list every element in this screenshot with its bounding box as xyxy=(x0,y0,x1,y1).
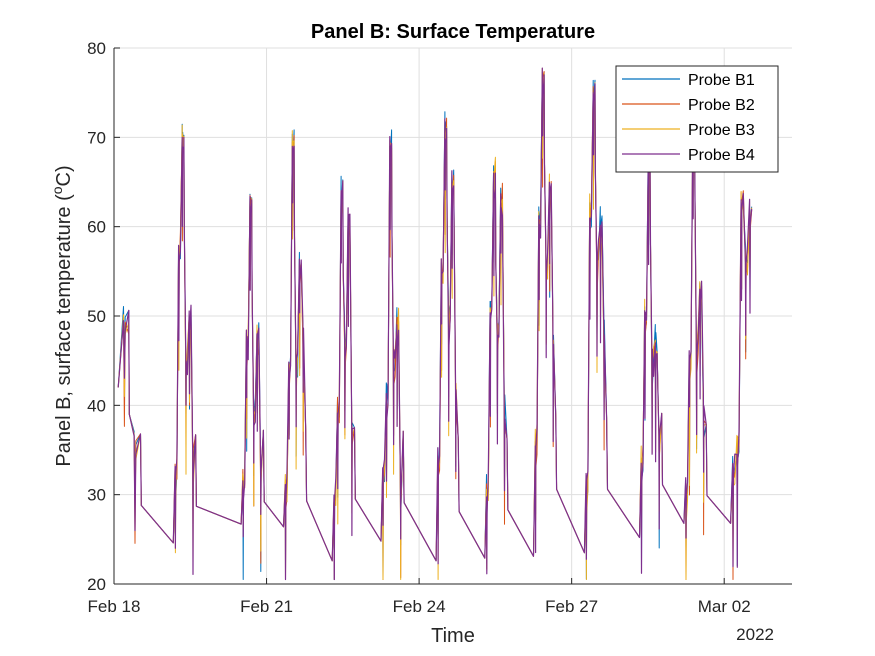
series-layer xyxy=(117,67,753,581)
y-axis-label-part-1: Panel B, surface temperature ( xyxy=(53,194,75,467)
y-axis-label: Panel B, surface temperature (oC) xyxy=(49,165,75,466)
x-tick-label: Mar 02 xyxy=(698,597,751,616)
series-line-probe-b4 xyxy=(117,67,753,581)
legend-label: Probe B3 xyxy=(688,122,755,139)
chart-title: Panel B: Surface Temperature xyxy=(311,21,595,43)
x-ticks: Feb 18 Feb 21 Feb 24 Feb 27 Mar 02 xyxy=(88,578,751,616)
x-tick-label: Feb 24 xyxy=(393,597,446,616)
y-tick-label: 50 xyxy=(87,307,106,326)
y-tick-label: 30 xyxy=(87,486,106,505)
x-tick-label: Feb 18 xyxy=(88,597,141,616)
y-tick-label: 40 xyxy=(87,396,106,415)
y-tick-label: 60 xyxy=(87,218,106,237)
x-axis-label: Time xyxy=(431,625,475,647)
x-tick-label: Feb 21 xyxy=(240,597,293,616)
legend-label: Probe B4 xyxy=(688,147,755,164)
y-axis-label-part-3: C) xyxy=(53,165,75,186)
y-tick-label: 70 xyxy=(87,128,106,147)
x-secondary-label: 2022 xyxy=(736,625,774,644)
y-tick-label: 80 xyxy=(87,39,106,58)
x-tick-label: Feb 27 xyxy=(545,597,598,616)
y-ticks: 20 30 40 50 60 70 80 xyxy=(87,39,120,594)
y-axis-label-superscript: o xyxy=(49,186,65,194)
y-tick-label: 20 xyxy=(87,575,106,594)
legend: Probe B1 Probe B2 Probe B3 Probe B4 xyxy=(615,65,779,173)
legend-label: Probe B2 xyxy=(688,97,755,114)
legend-label: Probe B1 xyxy=(688,72,755,89)
